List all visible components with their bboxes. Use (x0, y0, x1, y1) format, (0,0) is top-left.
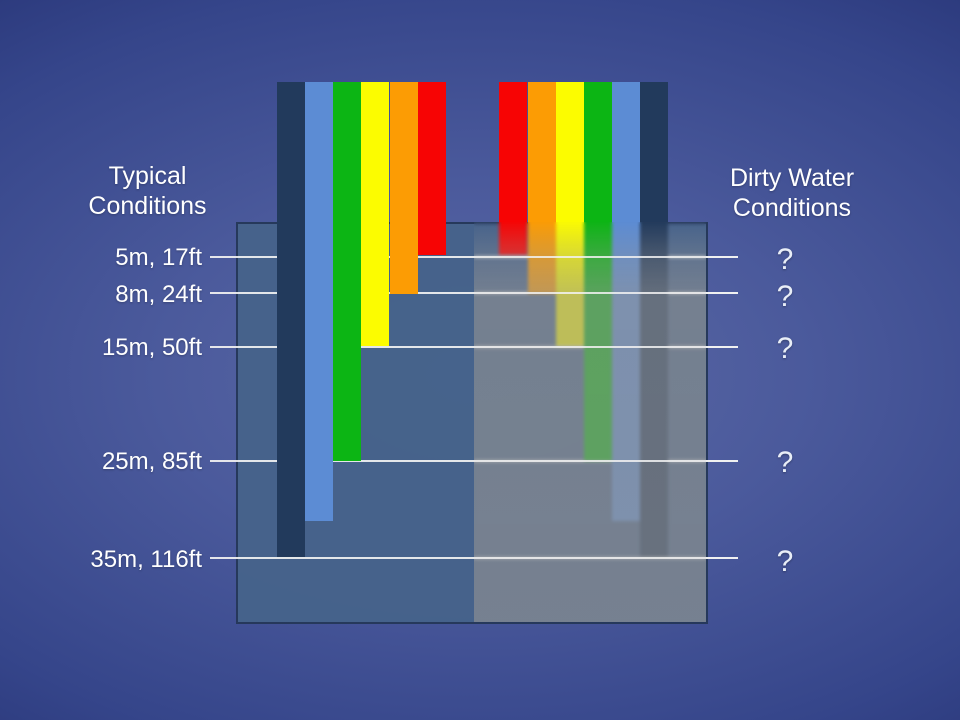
bar-navy-typical (276, 82, 305, 557)
bar-red-typical (417, 82, 446, 255)
right-title: Dirty Water Conditions (712, 163, 872, 223)
unknown-mark-3: ? (776, 332, 794, 365)
depth-line-overlay-3 (474, 346, 738, 348)
right-title-line1: Dirty Water (729, 164, 855, 192)
dirty-water-overlay (474, 222, 706, 622)
depth-line-overlay-1 (474, 256, 738, 258)
depth-line-overlay-4 (474, 460, 738, 462)
unknown-mark-1: ? (776, 243, 794, 276)
depth-label-3: 15m, 50ft (101, 334, 202, 361)
unknown-mark-5: ? (776, 545, 794, 578)
unknown-mark-4: ? (776, 446, 794, 479)
depth-label-2: 8m, 24ft (115, 281, 202, 308)
left-title-line2: Conditions (88, 192, 207, 220)
bar-green-typical (333, 82, 362, 461)
depth-label-5: 35m, 116ft (90, 546, 202, 573)
bar-yellow-typical (361, 82, 390, 346)
depth-label-1: 5m, 17ft (115, 244, 202, 271)
depth-line-overlay-2 (474, 292, 738, 294)
left-title: Typical Conditions (55, 161, 240, 221)
bar-lightblue-typical (304, 82, 334, 521)
depth-label-4: 25m, 85ft (101, 448, 202, 475)
unknown-mark-2: ? (776, 280, 794, 313)
bar-orange-typical (389, 82, 418, 294)
depth-line-overlay-5 (474, 557, 738, 559)
right-title-line2: Conditions (732, 194, 852, 222)
left-title-line1: Typical (108, 162, 187, 190)
